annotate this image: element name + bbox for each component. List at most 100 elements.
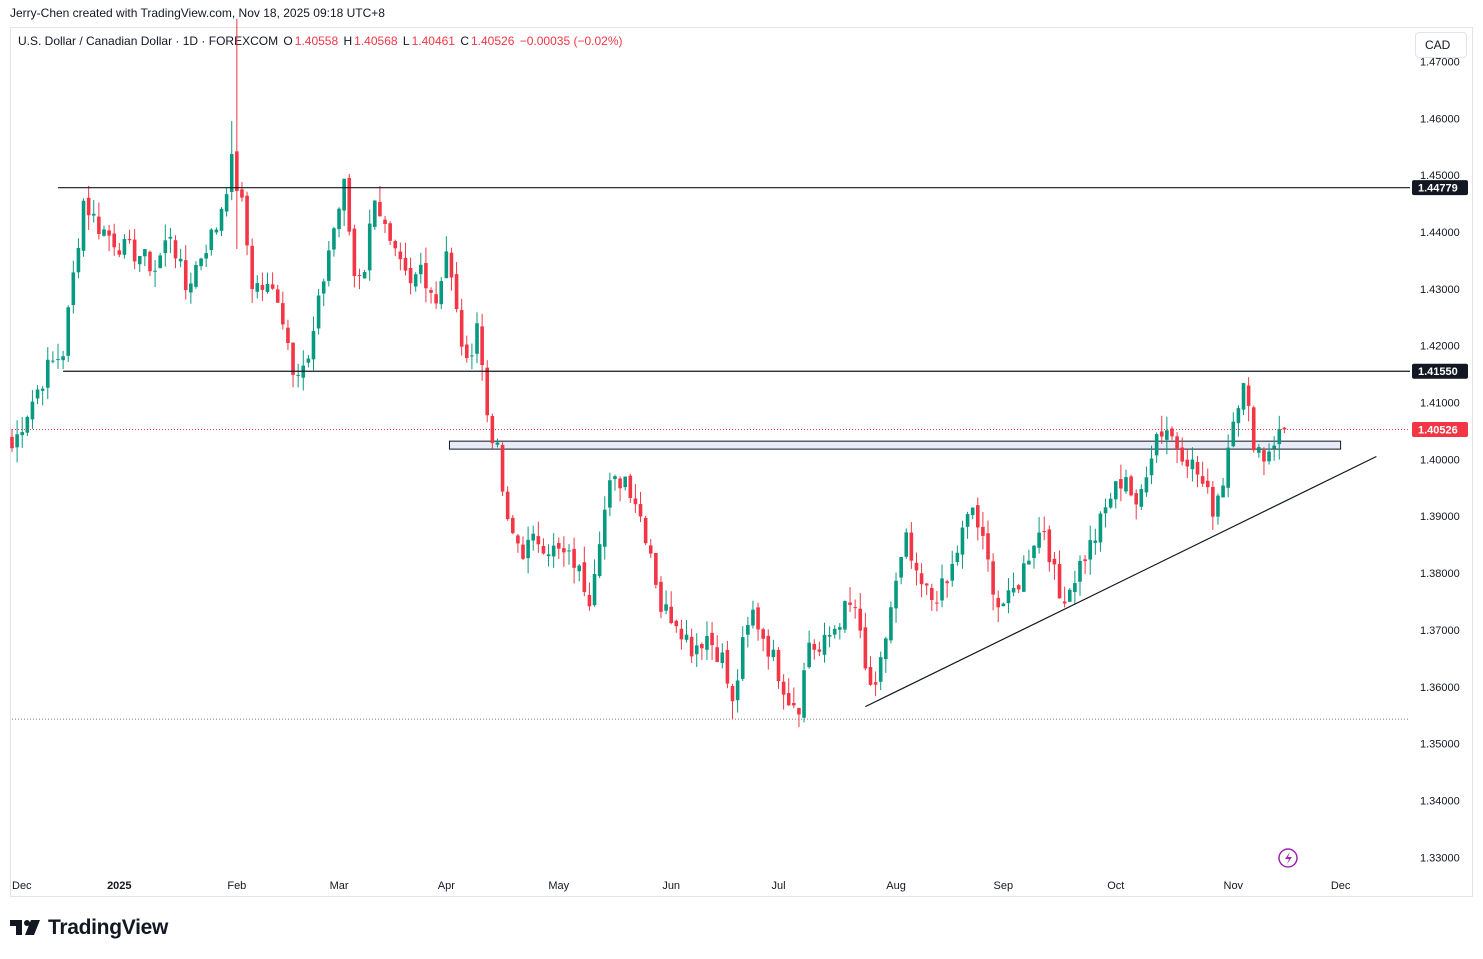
- candle-body: [419, 264, 423, 275]
- currency-button[interactable]: CAD: [1415, 32, 1467, 58]
- candle-body: [1062, 601, 1067, 604]
- price-tag: [1412, 421, 1468, 437]
- candle-body: [373, 200, 377, 227]
- candle-body: [909, 532, 914, 561]
- candle-body: [720, 652, 725, 663]
- candle-body: [638, 504, 643, 517]
- candle: [919, 563, 924, 598]
- candle: [480, 313, 484, 381]
- candle-body: [935, 602, 939, 604]
- candle-body: [137, 255, 142, 265]
- candle-body: [873, 682, 878, 685]
- x-tick-label: Dec: [1331, 880, 1351, 892]
- candle-body: [91, 213, 96, 216]
- candle: [117, 242, 122, 258]
- candle: [255, 275, 260, 299]
- candle: [454, 262, 459, 313]
- candle: [413, 272, 418, 292]
- candle-body: [1021, 563, 1026, 592]
- candle-body: [434, 294, 438, 304]
- open-label: O: [283, 34, 293, 48]
- candle: [1088, 525, 1093, 575]
- candle: [306, 354, 311, 368]
- level-tag-label: 1.41550: [1418, 366, 1458, 378]
- candle: [204, 244, 208, 267]
- symbol-legend[interactable]: U.S. Dollar / Canadian Dollar · 1D · FOR…: [18, 34, 624, 48]
- candle-body: [1241, 383, 1246, 410]
- candle: [1205, 468, 1210, 494]
- candle-body: [71, 272, 76, 306]
- candle-body: [327, 250, 331, 281]
- candle-body: [219, 208, 224, 231]
- candle-body: [1257, 447, 1261, 453]
- candle-body: [286, 327, 290, 343]
- tradingview-logo[interactable]: TradingView: [10, 916, 168, 940]
- x-tick-label: Mar: [330, 880, 349, 892]
- close-label: C: [460, 34, 469, 48]
- candle-body: [526, 539, 530, 559]
- candle: [61, 350, 65, 370]
- candle: [536, 521, 541, 553]
- candle-body: [884, 638, 888, 660]
- candle-body: [214, 229, 219, 233]
- candle: [281, 291, 285, 330]
- candle: [582, 546, 587, 597]
- x-tick-label: Nov: [1224, 880, 1244, 892]
- candle-body: [536, 536, 541, 545]
- candle: [551, 533, 556, 568]
- candle-body: [224, 194, 229, 212]
- candle-body: [1001, 603, 1006, 607]
- candle-body: [1175, 436, 1179, 449]
- candle-body: [357, 275, 362, 277]
- x-tick-label: May: [548, 880, 569, 892]
- candle: [863, 612, 868, 671]
- candle: [189, 272, 193, 304]
- candle-body: [705, 636, 709, 650]
- candle: [81, 198, 86, 257]
- candle-body: [746, 624, 750, 635]
- candle: [602, 496, 607, 560]
- candle-body: [270, 284, 275, 289]
- candle: [1078, 555, 1082, 596]
- candle-body: [521, 544, 525, 559]
- candle: [148, 250, 152, 277]
- candle: [577, 564, 582, 582]
- candle: [751, 600, 755, 629]
- candle-body: [827, 634, 832, 637]
- candle-body: [981, 526, 985, 536]
- candle-body: [1200, 476, 1205, 484]
- candle: [45, 347, 50, 400]
- candle: [35, 385, 40, 405]
- candle: [858, 592, 863, 639]
- candle-body: [505, 491, 510, 520]
- candle-body: [20, 432, 25, 436]
- candle: [137, 255, 142, 272]
- candle: [219, 207, 224, 237]
- symbol-name[interactable]: U.S. Dollar / Canadian Dollar · 1D · FOR…: [18, 34, 279, 48]
- y-tick-label: 1.35000: [1420, 739, 1460, 751]
- candle-body: [1027, 560, 1031, 565]
- candle: [260, 272, 265, 301]
- candle-body: [500, 444, 505, 492]
- candle-body: [1098, 513, 1103, 543]
- candle-body: [960, 527, 965, 555]
- candle: [832, 625, 837, 639]
- candle: [827, 626, 832, 648]
- candle: [592, 559, 597, 607]
- candle: [444, 236, 449, 279]
- candle-body: [1052, 558, 1057, 565]
- candle: [485, 360, 490, 423]
- candle-body: [608, 480, 612, 508]
- candle-body: [623, 476, 627, 488]
- candle-body: [25, 416, 30, 433]
- candle-body: [352, 228, 357, 276]
- candle: [822, 622, 827, 663]
- x-tick-label: Jun: [662, 880, 680, 892]
- candle-body: [868, 667, 873, 685]
- candle-body: [347, 177, 352, 232]
- candle-body: [894, 580, 898, 609]
- candle: [296, 363, 300, 388]
- candle-body: [1093, 540, 1098, 543]
- candle: [1251, 405, 1256, 453]
